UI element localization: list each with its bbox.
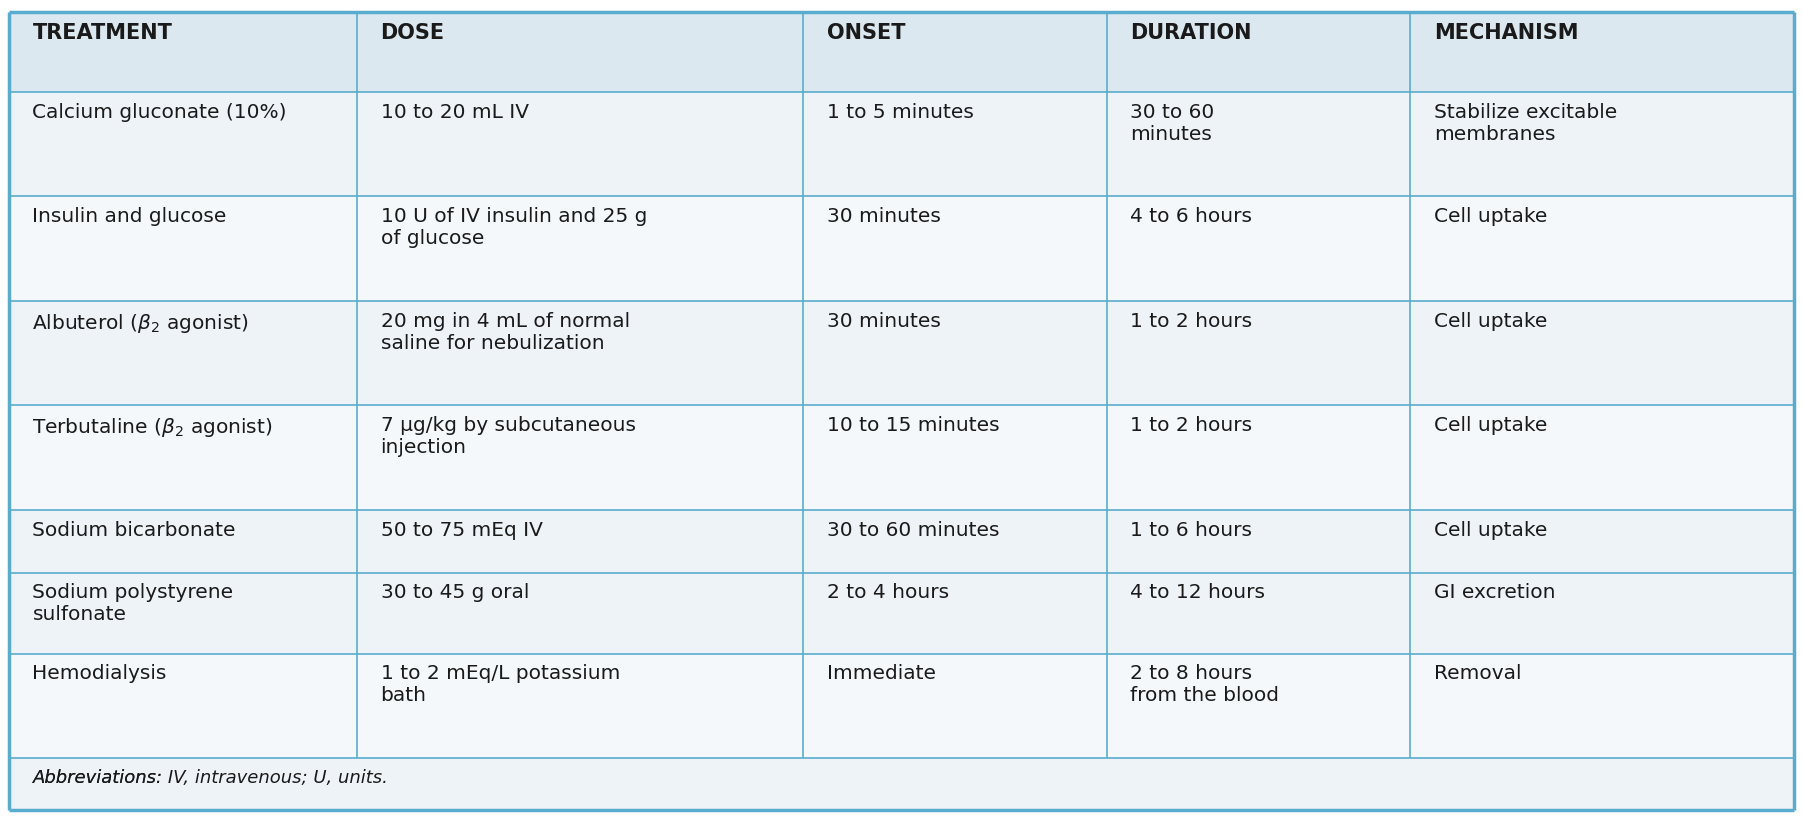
Bar	[9, 301, 1794, 405]
Text: Removal: Removal	[1433, 664, 1522, 683]
Text: 4 to 6 hours: 4 to 6 hours	[1130, 207, 1253, 226]
Text: 10 to 15 minutes: 10 to 15 minutes	[828, 416, 999, 435]
Text: 7 μg/kg by subcutaneous
injection: 7 μg/kg by subcutaneous injection	[380, 416, 635, 457]
Text: 1 to 2 hours: 1 to 2 hours	[1130, 312, 1253, 330]
Text: 20 mg in 4 mL of normal
saline for nebulization: 20 mg in 4 mL of normal saline for nebul…	[380, 312, 629, 353]
Bar	[9, 653, 1794, 758]
Text: 1 to 6 hours: 1 to 6 hours	[1130, 520, 1253, 540]
Text: Abbreviations:: Abbreviations:	[32, 769, 162, 787]
Text: Sodium polystyrene
sulfonate: Sodium polystyrene sulfonate	[32, 584, 234, 624]
Text: Sodium bicarbonate: Sodium bicarbonate	[32, 520, 236, 540]
Text: Terbutaline ($\mathit{\beta}_2$ agonist): Terbutaline ($\mathit{\beta}_2$ agonist)	[32, 416, 272, 439]
Text: 30 to 45 g oral: 30 to 45 g oral	[380, 584, 528, 603]
Text: 4 to 12 hours: 4 to 12 hours	[1130, 584, 1266, 603]
Text: 30 minutes: 30 minutes	[828, 207, 941, 226]
Bar	[9, 405, 1794, 510]
Text: DOSE: DOSE	[380, 23, 445, 43]
Text: Hemodialysis: Hemodialysis	[32, 664, 168, 683]
Text: Stabilize excitable
membranes: Stabilize excitable membranes	[1433, 103, 1617, 144]
Text: DURATION: DURATION	[1130, 23, 1251, 43]
Text: ONSET: ONSET	[828, 23, 905, 43]
Text: Abbreviations: IV, intravenous; U, units.: Abbreviations: IV, intravenous; U, units…	[32, 769, 388, 787]
Text: 10 to 20 mL IV: 10 to 20 mL IV	[380, 103, 528, 122]
Text: Cell uptake: Cell uptake	[1433, 416, 1547, 435]
Bar	[9, 12, 1794, 92]
Text: 1 to 2 mEq/L potassium
bath: 1 to 2 mEq/L potassium bath	[380, 664, 620, 705]
Text: Cell uptake: Cell uptake	[1433, 520, 1547, 540]
Text: Calcium gluconate (10%): Calcium gluconate (10%)	[32, 103, 287, 122]
Text: 30 minutes: 30 minutes	[828, 312, 941, 330]
Bar	[9, 758, 1794, 810]
Text: GI excretion: GI excretion	[1433, 584, 1556, 603]
Text: 50 to 75 mEq IV: 50 to 75 mEq IV	[380, 520, 543, 540]
Text: 2 to 4 hours: 2 to 4 hours	[828, 584, 948, 603]
Text: MECHANISM: MECHANISM	[1433, 23, 1578, 43]
Bar	[9, 196, 1794, 301]
Text: 1 to 5 minutes: 1 to 5 minutes	[828, 103, 974, 122]
Bar	[9, 92, 1794, 196]
Text: Abbreviations: IV, intravenous; U, units.: Abbreviations: IV, intravenous; U, units…	[32, 769, 391, 787]
Text: TREATMENT: TREATMENT	[32, 23, 173, 43]
Bar	[9, 573, 1794, 653]
Text: Immediate: Immediate	[828, 664, 936, 683]
Text: 2 to 8 hours
from the blood: 2 to 8 hours from the blood	[1130, 664, 1278, 705]
Text: 30 to 60 minutes: 30 to 60 minutes	[828, 520, 999, 540]
Bar	[9, 510, 1794, 573]
Text: 10 U of IV insulin and 25 g
of glucose: 10 U of IV insulin and 25 g of glucose	[380, 207, 647, 248]
Text: Cell uptake: Cell uptake	[1433, 312, 1547, 330]
Text: Insulin and glucose: Insulin and glucose	[32, 207, 227, 226]
Text: Cell uptake: Cell uptake	[1433, 207, 1547, 226]
Text: 1 to 2 hours: 1 to 2 hours	[1130, 416, 1253, 435]
Text: 30 to 60
minutes: 30 to 60 minutes	[1130, 103, 1215, 144]
Text: Albuterol ($\mathit{\beta}_2$ agonist): Albuterol ($\mathit{\beta}_2$ agonist)	[32, 312, 249, 335]
